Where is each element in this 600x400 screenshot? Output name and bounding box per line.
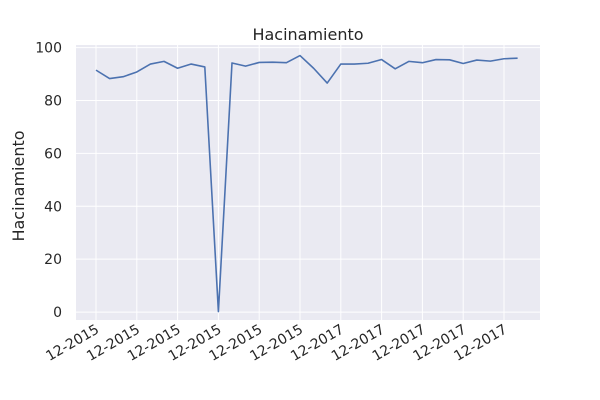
y-tick-label: 40 bbox=[44, 199, 62, 215]
y-axis-label: Hacinamiento bbox=[9, 130, 28, 241]
data-point bbox=[366, 61, 370, 65]
plot-area bbox=[76, 45, 540, 320]
data-point bbox=[108, 77, 112, 81]
data-point bbox=[461, 62, 465, 66]
data-point bbox=[380, 58, 384, 62]
data-point bbox=[393, 67, 397, 71]
data-point bbox=[216, 310, 220, 314]
data-point bbox=[271, 60, 275, 64]
data-point bbox=[502, 57, 506, 61]
data-point bbox=[203, 65, 207, 69]
series-line bbox=[95, 54, 518, 313]
data-point bbox=[407, 59, 411, 63]
x-tick-labels: 12-201512-201512-201512-201512-201512-20… bbox=[43, 322, 510, 365]
y-tick-label: 0 bbox=[53, 305, 62, 321]
data-point bbox=[94, 68, 98, 72]
data-point bbox=[298, 54, 302, 58]
data-point bbox=[230, 61, 234, 65]
data-point bbox=[148, 62, 152, 66]
y-tick-label: 20 bbox=[44, 252, 62, 268]
chart-title: Hacinamiento bbox=[252, 25, 363, 44]
data-point bbox=[284, 61, 288, 65]
data-point bbox=[475, 58, 479, 62]
data-point bbox=[352, 62, 356, 66]
data-point bbox=[312, 66, 316, 70]
series-group bbox=[94, 54, 520, 314]
data-point bbox=[339, 62, 343, 66]
data-point bbox=[516, 56, 520, 60]
data-point bbox=[176, 66, 180, 70]
data-point bbox=[244, 64, 248, 68]
data-point bbox=[325, 81, 329, 85]
data-point bbox=[434, 58, 438, 62]
y-tick-label: 80 bbox=[44, 94, 62, 110]
data-point bbox=[420, 61, 424, 65]
grid bbox=[76, 45, 540, 320]
y-tick-label: 60 bbox=[44, 146, 62, 162]
data-point bbox=[448, 58, 452, 62]
y-tick-label: 100 bbox=[35, 41, 62, 57]
data-point bbox=[121, 75, 125, 79]
data-point bbox=[135, 70, 139, 74]
data-point bbox=[162, 59, 166, 63]
data-point bbox=[189, 62, 193, 66]
data-point bbox=[488, 59, 492, 63]
y-tick-labels: 0 20 40 60 80 100 bbox=[35, 41, 62, 321]
data-point bbox=[257, 60, 261, 64]
